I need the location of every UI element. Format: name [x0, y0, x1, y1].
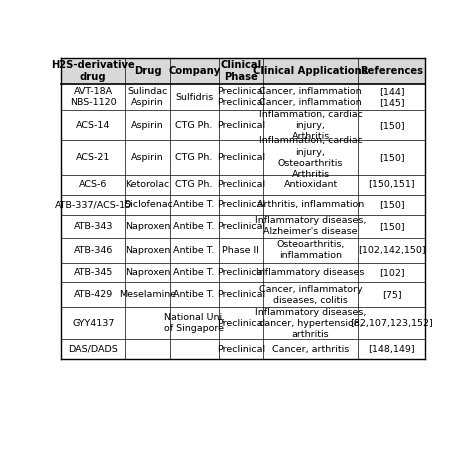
Text: Preclinical: Preclinical: [217, 222, 265, 231]
Text: [150]: [150]: [379, 153, 404, 162]
Text: Company: Company: [168, 66, 220, 76]
Bar: [61, 58, 425, 84]
Text: Osteoarthritis,
inflammation: Osteoarthritis, inflammation: [276, 240, 345, 260]
Text: Preclinical: Preclinical: [217, 181, 265, 190]
Text: AVT-18A
NBS-1120: AVT-18A NBS-1120: [70, 87, 117, 107]
Text: ATB-345: ATB-345: [73, 268, 113, 277]
Text: Clinical
Phase: Clinical Phase: [220, 60, 261, 82]
Text: Antibe T.: Antibe T.: [173, 200, 215, 209]
Text: Antibe T.: Antibe T.: [173, 246, 215, 255]
Text: Antibe T.: Antibe T.: [173, 291, 215, 300]
Text: National Uni.
of Singapore: National Uni. of Singapore: [164, 313, 225, 333]
Text: Preclinical: Preclinical: [217, 120, 265, 129]
Text: [144]
[145]: [144] [145]: [379, 87, 404, 107]
Text: Preclinical: Preclinical: [217, 319, 265, 328]
Text: Preclinical: Preclinical: [217, 268, 265, 277]
Text: Drug: Drug: [134, 66, 161, 76]
Text: Phase II: Phase II: [222, 246, 259, 255]
Text: Cancer, inflammation
Cancer, inflammation: Cancer, inflammation Cancer, inflammatio…: [259, 87, 362, 107]
Text: Diclofenac: Diclofenac: [123, 200, 173, 209]
Text: [150,151]: [150,151]: [368, 181, 415, 190]
Text: Preclinical: Preclinical: [217, 291, 265, 300]
Text: Preclinical: Preclinical: [217, 345, 265, 354]
Text: Antibe T.: Antibe T.: [173, 222, 215, 231]
Text: [150]: [150]: [379, 200, 404, 209]
Text: H2S-derivative
drug: H2S-derivative drug: [51, 60, 135, 82]
Text: Aspirin: Aspirin: [131, 120, 164, 129]
Text: Meselamine: Meselamine: [119, 291, 176, 300]
Text: Inflammatory diseases: Inflammatory diseases: [256, 268, 365, 277]
Text: ACS-6: ACS-6: [79, 181, 108, 190]
Text: Inflammation, cardiac
injury,
Osteoarthritis
Arthritis: Inflammation, cardiac injury, Osteoarthr…: [259, 137, 363, 179]
Text: DAS/DADS: DAS/DADS: [68, 345, 118, 354]
Text: [102]: [102]: [379, 268, 404, 277]
Text: Naproxen: Naproxen: [125, 222, 170, 231]
Text: ACS-21: ACS-21: [76, 153, 110, 162]
Text: Inflammatory diseases,
Alzheimer's disease: Inflammatory diseases, Alzheimer's disea…: [255, 216, 366, 236]
Text: Sulindac
Aspirin: Sulindac Aspirin: [128, 87, 168, 107]
Text: CTG Ph.: CTG Ph.: [175, 181, 213, 190]
Text: References: References: [360, 66, 423, 76]
Text: ATB-337/ACS-15: ATB-337/ACS-15: [55, 200, 132, 209]
Text: Preclinical: Preclinical: [217, 200, 265, 209]
Text: Antioxidant: Antioxidant: [283, 181, 337, 190]
Text: Cancer, arthritis: Cancer, arthritis: [272, 345, 349, 354]
Text: Preclinical
Preclinical: Preclinical Preclinical: [217, 87, 265, 107]
Text: Clinical Applications: Clinical Applications: [253, 66, 368, 76]
Text: GYY4137: GYY4137: [72, 319, 114, 328]
Text: [150]: [150]: [379, 120, 404, 129]
Text: ACS-14: ACS-14: [76, 120, 110, 129]
Text: Naproxen: Naproxen: [125, 268, 170, 277]
Text: CTG Ph.: CTG Ph.: [175, 153, 213, 162]
Text: ATB-343: ATB-343: [73, 222, 113, 231]
Text: CTG Ph.: CTG Ph.: [175, 120, 213, 129]
Text: Arthritis, inflammation: Arthritis, inflammation: [257, 200, 364, 209]
Text: Inflammation, cardiac
injury,
Arthritis: Inflammation, cardiac injury, Arthritis: [259, 109, 363, 141]
Text: [148,149]: [148,149]: [368, 345, 415, 354]
Text: Naproxen: Naproxen: [125, 246, 170, 255]
Text: Antibe T.: Antibe T.: [173, 268, 215, 277]
Text: Ketorolac: Ketorolac: [126, 181, 170, 190]
Text: Aspirin: Aspirin: [131, 153, 164, 162]
Text: ATB-429: ATB-429: [73, 291, 113, 300]
Text: Preclinical: Preclinical: [217, 153, 265, 162]
Text: [102,142,150]: [102,142,150]: [358, 246, 425, 255]
Text: Sulfidris: Sulfidris: [175, 92, 213, 101]
Text: Inflammatory diseases,
cancer, hypertension,
arthritis: Inflammatory diseases, cancer, hypertens…: [255, 308, 366, 339]
Text: Cancer, inflammatory
diseases, colitis: Cancer, inflammatory diseases, colitis: [259, 285, 362, 305]
Text: [150]: [150]: [379, 222, 404, 231]
Text: [82,107,123,152]: [82,107,123,152]: [350, 319, 433, 328]
Text: [75]: [75]: [382, 291, 401, 300]
Text: ATB-346: ATB-346: [73, 246, 113, 255]
